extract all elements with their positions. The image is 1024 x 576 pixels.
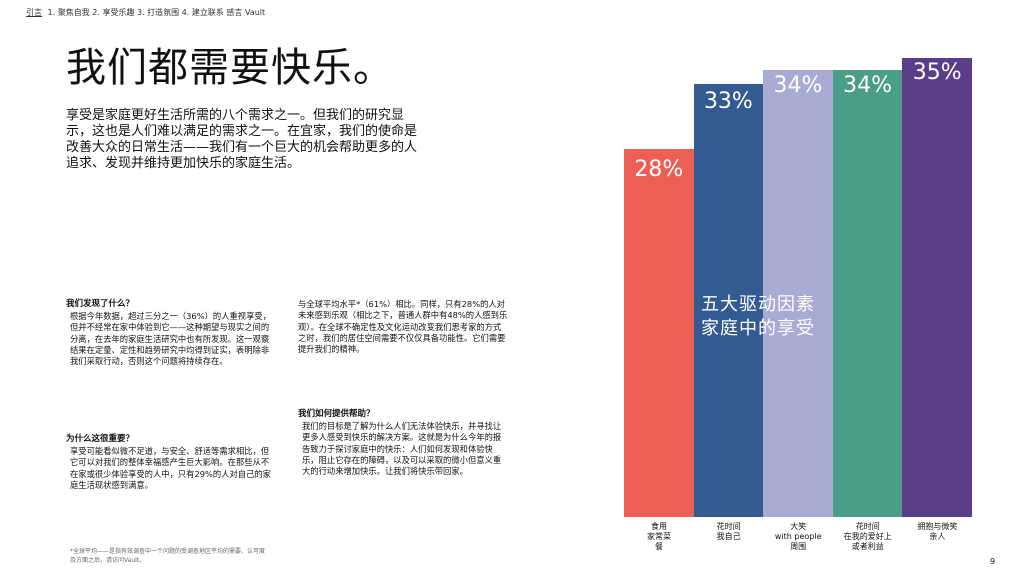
page-title: 我们都需要快乐。: [66, 45, 394, 91]
chart-bar: 34%: [763, 70, 833, 517]
section-body: 与全球平均水平*（61%）相比。同样，只有28%的人对未来感到乐观（相比之下，普…: [298, 299, 508, 355]
section-body: 享受可能看似微不足道，与安全、舒适等需求相比，但它可以对我们的整体幸福感产生巨大…: [70, 446, 271, 490]
section-heading: 为什么这很重要？: [66, 434, 135, 444]
footnote: *全球平均——是指有效调查中一个问题的受调查地区平均的需要、认可度及方面之后，请…: [70, 548, 266, 564]
bar-value-label: 28%: [634, 157, 684, 182]
page-number: 9: [990, 557, 996, 566]
bar-value-label: 34%: [843, 73, 893, 98]
breadcrumb-current[interactable]: 引言: [26, 8, 42, 17]
chart-bar: 33%: [693, 84, 764, 517]
bar-value-label: 34%: [773, 73, 823, 98]
bar-value-label: 33%: [703, 89, 753, 114]
breadcrumb: 引言 1. 聚焦自我 2. 享受乐趣 3. 打造氛围 4. 建立联系 感言 Va…: [26, 7, 265, 18]
category-label: 大笑 with people 周围: [774, 522, 822, 551]
section-continued: 与全球平均水平*（61%）相比。同样，只有28%的人对未来感到乐观（相比之下，普…: [298, 299, 508, 355]
chart-bar: 35%: [902, 58, 972, 517]
section-what-we-found: 我们发现了什么？ 根据今年数据，超过三分之一（36%）的人重视享受，但并不经常在…: [66, 299, 276, 367]
breadcrumb-items[interactable]: 1. 聚焦自我 2. 享受乐趣 3. 打造氛围 4. 建立联系 感言 Vault: [47, 8, 266, 17]
bar-chart: 28% 食用 家常菜餐 33% 花时间 我自己 34% 大笑 with people 周围 34% 花…: [624, 0, 972, 576]
section-how-we-help: 我们如何提供帮助？ 我们的目标是了解为什么人们无法体验快乐，并寻找让更多人感受到…: [298, 409, 503, 477]
category-label: 花时间 我自己: [716, 522, 741, 541]
section-body: 我们的目标是了解为什么人们无法体验快乐，并寻找让更多人感受到快乐的解决方案。这就…: [302, 421, 502, 477]
chart-bar: 28%: [624, 149, 694, 517]
category-label: 食用 家常菜餐: [647, 522, 671, 551]
chart-bar: 34%: [832, 70, 903, 517]
chart-overlay-line2: 家庭中的享受: [701, 318, 815, 339]
chart-overlay-line1: 五大驱动因素: [701, 294, 815, 315]
section-why-it-matters: 为什么这很重要？ 享受可能看似微不足道，与安全、舒适等需求相比，但它可以对我们的…: [66, 434, 276, 491]
bar-value-label: 35%: [912, 60, 962, 85]
section-heading: 我们发现了什么？: [66, 299, 135, 309]
category-label: 花时间 在我的爱好上 或者利益: [843, 522, 892, 551]
category-label: 拥抱与微笑 亲人: [917, 522, 958, 541]
section-body: 根据今年数据，超过三分之一（36%）的人重视享受，但并不经常在家中体验到它——这…: [70, 311, 271, 367]
chart-overlay-title: 五大驱动因素 家庭中的享受: [701, 293, 815, 341]
section-heading: 我们如何提供帮助？: [298, 409, 375, 419]
lead-paragraph: 享受是家庭更好生活所需的八个需求之一。但我们的研究显示，这也是人们难以满足的需求…: [66, 108, 418, 171]
